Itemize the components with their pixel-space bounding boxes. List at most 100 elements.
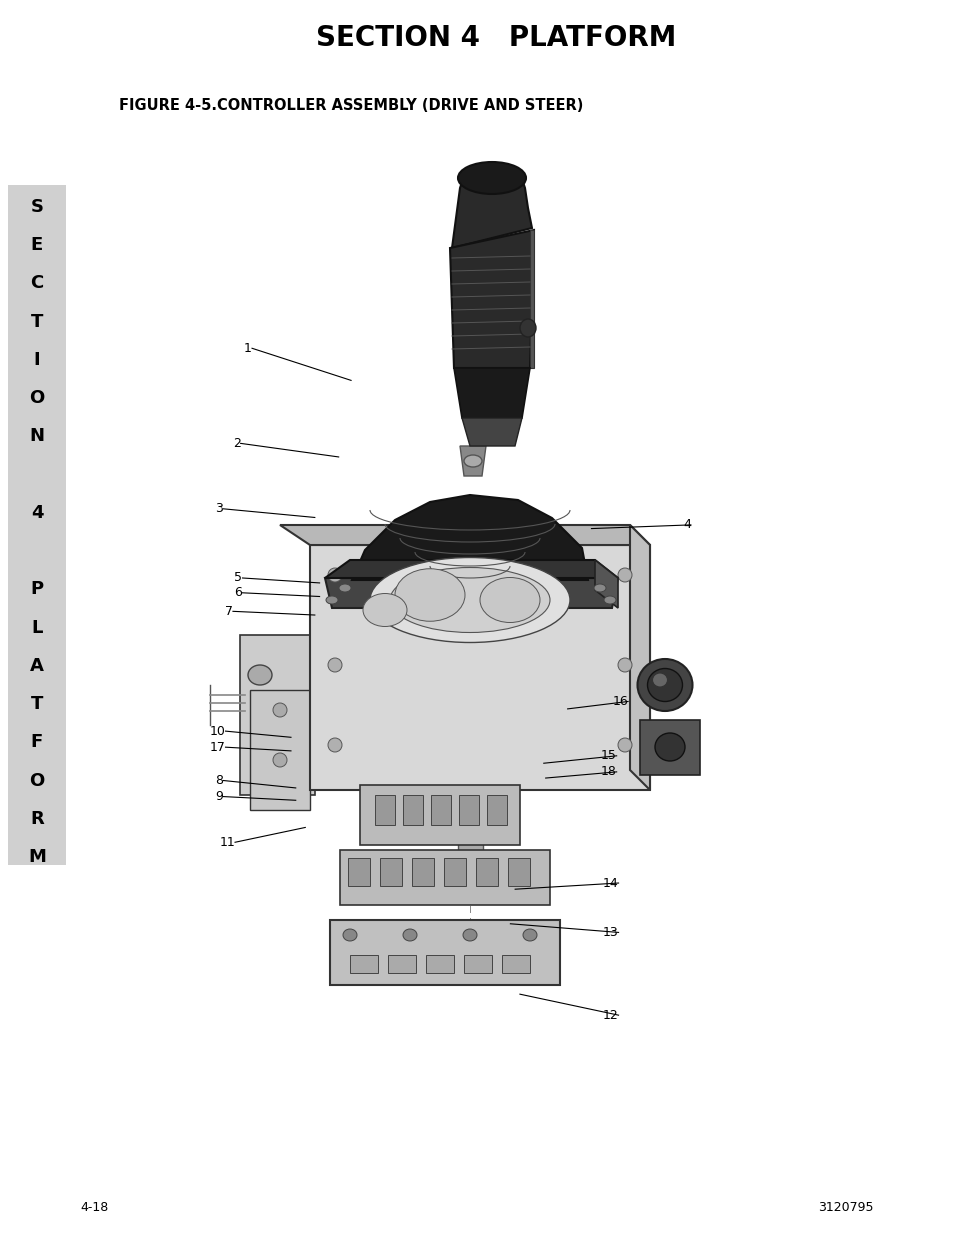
Ellipse shape <box>363 594 407 626</box>
Ellipse shape <box>273 703 287 718</box>
Text: 4: 4 <box>30 504 43 522</box>
Text: S: S <box>30 198 44 216</box>
Polygon shape <box>325 578 618 608</box>
Polygon shape <box>530 230 534 368</box>
Ellipse shape <box>390 568 550 632</box>
Polygon shape <box>452 173 532 248</box>
Bar <box>379 858 401 885</box>
Ellipse shape <box>395 569 464 621</box>
Ellipse shape <box>248 664 272 685</box>
Bar <box>359 785 519 845</box>
Text: N: N <box>30 427 45 446</box>
Text: 6: 6 <box>234 587 242 599</box>
Polygon shape <box>454 368 530 417</box>
Ellipse shape <box>343 929 356 941</box>
Bar <box>463 955 492 973</box>
Text: O: O <box>30 389 45 408</box>
Text: 8: 8 <box>215 774 223 787</box>
Polygon shape <box>461 417 521 446</box>
Bar <box>240 635 314 795</box>
Ellipse shape <box>463 454 481 467</box>
Ellipse shape <box>618 568 631 582</box>
Bar <box>310 545 649 790</box>
Text: 5: 5 <box>234 572 242 584</box>
Polygon shape <box>280 525 649 545</box>
Text: 2: 2 <box>233 437 240 450</box>
Bar <box>458 795 478 825</box>
Text: E: E <box>30 236 43 254</box>
Ellipse shape <box>402 929 416 941</box>
Bar <box>348 858 370 885</box>
Text: 15: 15 <box>600 750 616 762</box>
Ellipse shape <box>457 162 525 194</box>
Text: C: C <box>30 274 44 293</box>
Ellipse shape <box>479 578 539 622</box>
Ellipse shape <box>652 673 667 687</box>
Ellipse shape <box>273 753 287 767</box>
Ellipse shape <box>328 568 341 582</box>
Text: F: F <box>30 734 43 751</box>
Text: P: P <box>30 580 44 598</box>
Text: R: R <box>30 810 44 827</box>
Text: T: T <box>30 695 43 713</box>
Text: 18: 18 <box>600 766 616 778</box>
Bar <box>426 955 454 973</box>
Text: 11: 11 <box>219 836 234 848</box>
Text: FIGURE 4-5.CONTROLLER ASSEMBLY (DRIVE AND STEER): FIGURE 4-5.CONTROLLER ASSEMBLY (DRIVE AN… <box>119 98 583 112</box>
Text: T: T <box>30 312 43 331</box>
Text: 1: 1 <box>244 342 252 354</box>
Text: 4-18: 4-18 <box>80 1202 108 1214</box>
Ellipse shape <box>594 584 605 592</box>
Text: 3120795: 3120795 <box>818 1202 873 1214</box>
Ellipse shape <box>603 597 616 604</box>
Bar <box>250 690 310 810</box>
Polygon shape <box>450 230 534 368</box>
Bar <box>443 858 465 885</box>
Polygon shape <box>459 446 485 475</box>
Ellipse shape <box>328 658 341 672</box>
Ellipse shape <box>522 929 537 941</box>
Ellipse shape <box>618 658 631 672</box>
Bar <box>431 795 451 825</box>
Bar <box>457 790 482 869</box>
Bar <box>388 955 416 973</box>
Text: 10: 10 <box>210 725 225 737</box>
Ellipse shape <box>370 557 569 642</box>
Text: 9: 9 <box>215 790 223 803</box>
Text: 3: 3 <box>215 503 223 515</box>
Text: 4: 4 <box>682 519 690 531</box>
Bar <box>330 920 559 986</box>
Bar <box>412 858 434 885</box>
Text: SECTION 4   PLATFORM: SECTION 4 PLATFORM <box>315 23 676 52</box>
Text: 16: 16 <box>612 695 627 708</box>
Text: 13: 13 <box>602 926 618 939</box>
Ellipse shape <box>326 597 337 604</box>
Ellipse shape <box>338 584 351 592</box>
Ellipse shape <box>618 739 631 752</box>
Ellipse shape <box>328 739 341 752</box>
Ellipse shape <box>637 659 692 711</box>
Ellipse shape <box>519 319 536 337</box>
Text: L: L <box>31 619 43 636</box>
Bar <box>339 850 550 905</box>
Polygon shape <box>352 495 587 580</box>
Text: 12: 12 <box>602 1009 618 1021</box>
Text: M: M <box>28 848 46 866</box>
Text: A: A <box>30 657 44 674</box>
Text: 7: 7 <box>225 605 233 618</box>
Bar <box>639 720 700 776</box>
Text: I: I <box>33 351 40 369</box>
Bar <box>501 955 530 973</box>
Text: 14: 14 <box>602 877 618 889</box>
Polygon shape <box>629 525 649 790</box>
Ellipse shape <box>462 929 476 941</box>
Text: 17: 17 <box>210 741 225 753</box>
Bar <box>486 795 506 825</box>
Bar <box>476 858 497 885</box>
Bar <box>8 185 66 864</box>
Bar <box>350 955 377 973</box>
Polygon shape <box>595 559 618 608</box>
Polygon shape <box>325 559 618 578</box>
Text: O: O <box>30 772 45 789</box>
Bar <box>402 795 422 825</box>
